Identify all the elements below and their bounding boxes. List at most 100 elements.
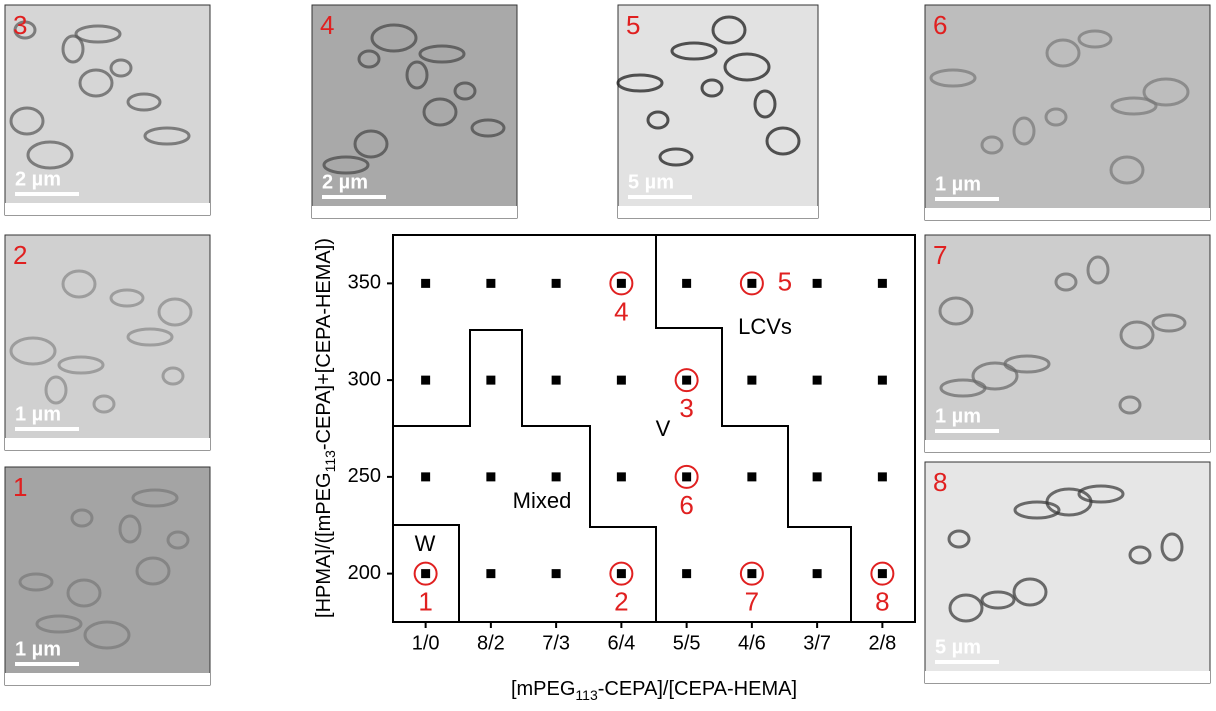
data-point	[812, 278, 822, 288]
scale-bar	[935, 429, 999, 433]
particle	[143, 126, 191, 146]
particle	[418, 44, 466, 64]
particle	[135, 556, 171, 586]
particle	[1110, 96, 1158, 116]
particle	[971, 361, 1019, 391]
y-tick-label: 300	[348, 368, 381, 390]
particle	[353, 129, 389, 159]
data-point	[551, 569, 561, 579]
scale-bar-label: 1 µm	[15, 403, 61, 425]
particle	[980, 590, 1016, 610]
particle	[1012, 577, 1048, 607]
y-axis-label: [HPMA]/([mPEG113-CEPA]+[CEPA-HEMA])	[313, 238, 337, 618]
data-point	[616, 472, 626, 482]
data-point	[421, 375, 431, 385]
sample-circle	[609, 561, 634, 586]
data-point	[616, 375, 626, 385]
particle	[1119, 320, 1155, 350]
particle	[1142, 77, 1190, 107]
data-point	[877, 375, 887, 385]
x-tick-label: 7/3	[542, 632, 570, 654]
particle	[1109, 155, 1145, 185]
scale-bar	[935, 660, 999, 664]
sample-label: 8	[875, 587, 889, 617]
data-point	[486, 375, 496, 385]
sample-circle	[609, 271, 634, 296]
particle	[1077, 484, 1125, 504]
x-tick-label: 3/7	[803, 632, 831, 654]
data-point	[812, 472, 822, 482]
particle	[753, 89, 777, 119]
particle	[61, 34, 85, 64]
particle	[18, 572, 54, 592]
scale-bar	[628, 195, 692, 199]
particle	[26, 140, 74, 170]
sample-label: 6	[679, 490, 693, 520]
particle	[947, 529, 971, 549]
scale-bar	[15, 192, 79, 196]
particle	[453, 81, 477, 101]
data-point	[551, 375, 561, 385]
micrograph	[924, 234, 1211, 453]
x-tick-label: 8/2	[477, 632, 505, 654]
y-tick-label: 350	[348, 272, 381, 294]
scale-bar	[15, 662, 79, 666]
info-strip	[925, 671, 1210, 683]
x-tick-label: 4/6	[738, 632, 766, 654]
particle	[78, 68, 114, 98]
particle	[711, 15, 747, 45]
y-tick-label: 250	[348, 465, 381, 487]
info-strip	[5, 673, 210, 685]
data-point	[877, 278, 887, 288]
sample-circle	[413, 561, 438, 586]
particle	[66, 578, 102, 608]
particle	[1128, 545, 1152, 565]
data-point	[551, 472, 561, 482]
data-point	[747, 278, 757, 288]
region-label: LCVs	[738, 314, 792, 339]
sample-circle	[674, 368, 699, 393]
particle	[1045, 38, 1081, 68]
particle	[1013, 500, 1061, 520]
data-point	[421, 569, 431, 579]
sample-label: 3	[679, 393, 693, 423]
particle	[1044, 107, 1068, 127]
data-point	[616, 278, 626, 288]
particle	[405, 60, 429, 90]
particle	[1086, 255, 1110, 285]
particle	[13, 20, 37, 40]
info-strip	[618, 206, 818, 218]
particle	[929, 68, 977, 88]
data-point	[877, 569, 887, 579]
data-point	[877, 472, 887, 482]
data-point	[812, 569, 822, 579]
particle	[61, 269, 97, 299]
particle	[1054, 272, 1078, 292]
data-point	[682, 278, 692, 288]
scale-bar-label: 2 µm	[15, 168, 61, 190]
data-point	[486, 278, 496, 288]
particle	[422, 97, 458, 127]
panel-label: 6	[933, 10, 947, 40]
particle	[948, 593, 984, 623]
particle	[131, 488, 179, 508]
info-strip	[5, 203, 210, 215]
sample-circle	[674, 464, 699, 489]
particle	[109, 58, 133, 78]
scale-bar-label: 5 µm	[935, 636, 981, 658]
data-point	[486, 472, 496, 482]
sample-circle	[739, 271, 764, 296]
panel-label: 8	[933, 467, 947, 497]
particle	[700, 78, 724, 98]
data-point	[421, 278, 431, 288]
data-point	[682, 472, 692, 482]
particle	[646, 110, 670, 130]
info-strip	[925, 440, 1210, 452]
particle	[126, 92, 162, 112]
phase-boundary	[393, 524, 460, 622]
x-tick-label: 6/4	[607, 632, 635, 654]
data-point	[682, 569, 692, 579]
panel-label: 3	[13, 10, 27, 40]
particle	[35, 614, 83, 634]
